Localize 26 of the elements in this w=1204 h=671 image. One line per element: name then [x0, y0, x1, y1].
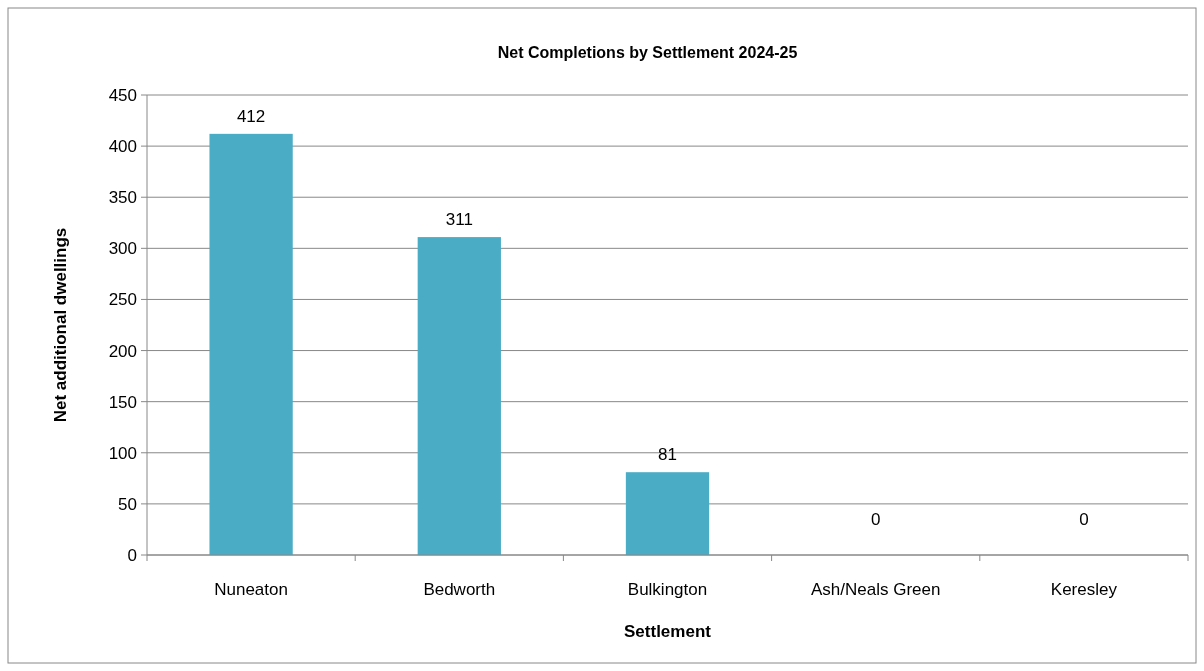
bar: [209, 133, 293, 555]
y-tick-label: 300: [108, 239, 137, 259]
x-tick-label: Keresley: [1050, 580, 1118, 599]
x-tick-label: Bedworth: [423, 580, 496, 599]
y-tick-label: 0: [127, 545, 137, 565]
chart-title: Net Completions by Settlement 2024-25: [497, 44, 798, 61]
bar: [417, 237, 501, 555]
x-axis-title: Settlement: [624, 622, 712, 641]
y-tick-label: 450: [108, 85, 137, 105]
y-tick-label: 50: [118, 494, 137, 514]
y-tick-label: 150: [108, 392, 137, 412]
x-tick-label: Bulkington: [627, 580, 708, 599]
y-axis-title: Net additional dwellings: [51, 227, 70, 423]
x-tick-label: Ash/Neals Green: [810, 580, 941, 599]
bar: [625, 472, 710, 555]
data-label: 0: [870, 510, 881, 529]
x-tick-label: Nuneaton: [214, 580, 288, 599]
data-label: 311: [445, 210, 473, 230]
y-tick-label: 350: [108, 188, 137, 208]
data-label: 0: [1079, 510, 1089, 529]
y-tick-label: 250: [108, 290, 137, 310]
data-label: 412: [236, 106, 266, 126]
data-label: 81: [658, 445, 677, 465]
y-tick-label: 400: [108, 137, 137, 157]
y-tick-label: 100: [108, 443, 137, 463]
y-tick-label: 200: [108, 341, 137, 361]
